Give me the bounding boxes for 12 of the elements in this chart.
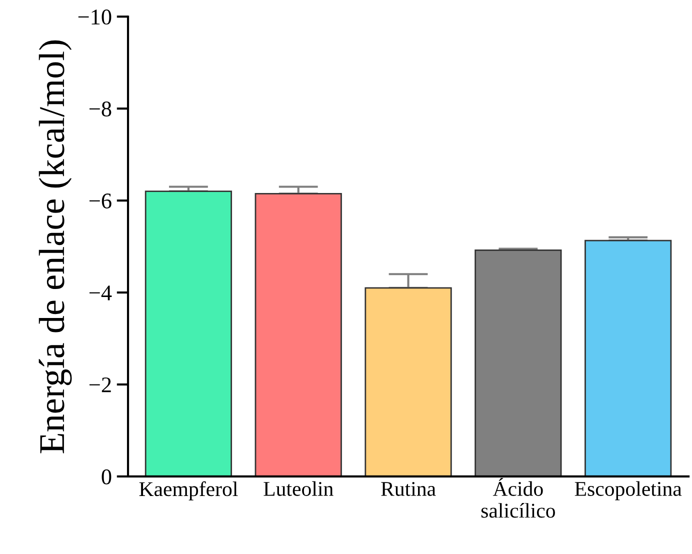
x-tick-label: Rutina (381, 482, 436, 496)
y-tick-label: 0 (102, 469, 112, 484)
y-tick-label: −8 (90, 102, 112, 117)
y-tick-label: −4 (90, 286, 112, 300)
x-tick-label: Luteolin (264, 481, 334, 496)
x-tick-label: Kaempferol (139, 481, 238, 500)
y-tick-label: −10 (78, 10, 112, 25)
y-tick-label: −6 (90, 194, 112, 208)
y-axis-title: Energía de enlace (kcal/mol) (38, 40, 72, 454)
x-tick-label: Escopoletina (574, 481, 682, 500)
x-tick-label: Ácido salicílico (481, 478, 555, 518)
y-tick-label: −2 (90, 377, 111, 392)
